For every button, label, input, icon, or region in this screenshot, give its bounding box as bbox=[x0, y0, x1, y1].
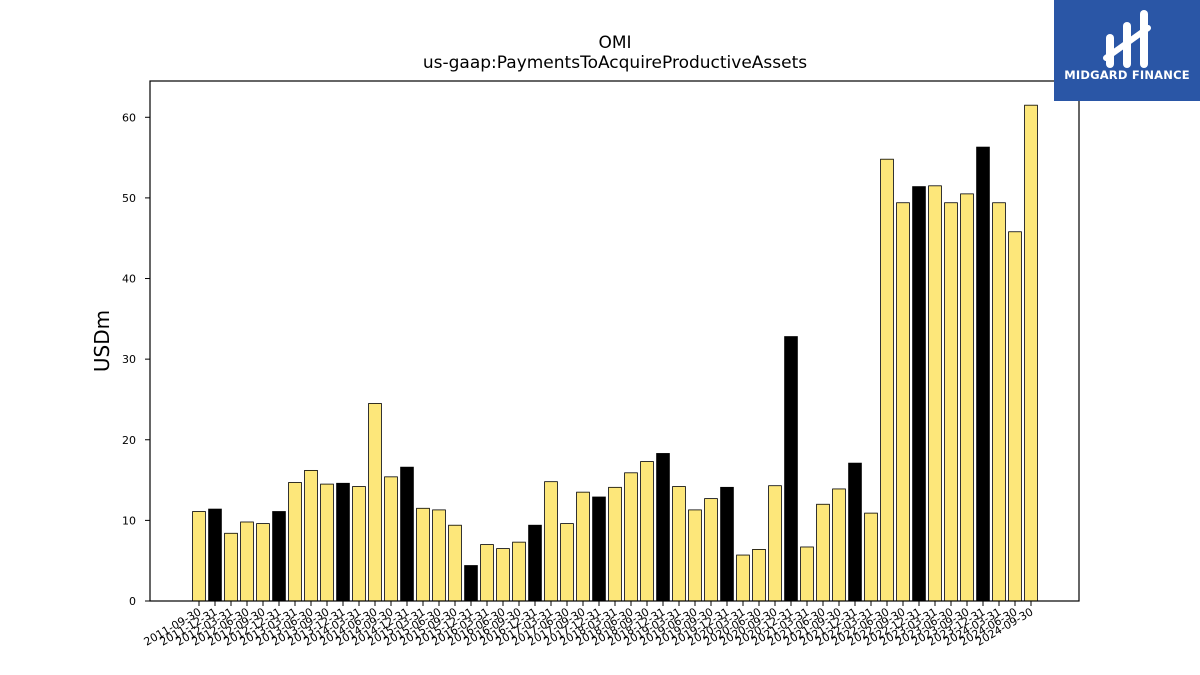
bar-2014-12-31 bbox=[400, 466, 414, 602]
bar-2015-12-31 bbox=[464, 565, 478, 602]
bar-2017-06-30 bbox=[560, 523, 574, 602]
bar-2020-03-31 bbox=[736, 554, 750, 602]
logo-text: MIDGARD FINANCE bbox=[1064, 68, 1190, 82]
bar-2015-03-31 bbox=[416, 507, 430, 602]
y-tick-label: 10 bbox=[122, 514, 136, 527]
plot-frame bbox=[149, 80, 1080, 602]
bar-2023-09-30 bbox=[960, 193, 974, 602]
midgard-logo-icon bbox=[1103, 10, 1151, 68]
bar-2021-12-31 bbox=[848, 462, 862, 602]
bar-2018-03-31 bbox=[608, 486, 622, 602]
bar-2024-06-30 bbox=[1008, 231, 1022, 602]
bar-2013-03-31 bbox=[288, 482, 302, 602]
bar-2011-12-31 bbox=[208, 508, 222, 602]
bar-2016-06-30 bbox=[496, 548, 510, 602]
bar-2011-09-30 bbox=[192, 511, 206, 602]
bar-2021-09-30 bbox=[832, 488, 846, 602]
bar-2013-09-30 bbox=[320, 483, 334, 602]
bar-2013-06-30 bbox=[304, 469, 318, 602]
bar-2014-03-31 bbox=[352, 486, 366, 602]
bar-2012-12-31 bbox=[272, 511, 286, 602]
bar-2016-03-31 bbox=[480, 544, 494, 602]
bar-2024-03-31 bbox=[992, 202, 1006, 602]
bar-2018-12-31 bbox=[656, 453, 670, 602]
y-tick-label: 0 bbox=[129, 595, 136, 608]
x-axis: 2011-09-302011-12-312012-03-312012-06-30… bbox=[142, 601, 1036, 649]
brand-logo: MIDGARD FINANCE bbox=[1054, 0, 1200, 101]
bar-2015-09-30 bbox=[448, 524, 462, 602]
bar-2022-06-30 bbox=[880, 158, 894, 602]
bar-2012-03-31 bbox=[224, 532, 238, 602]
bar-2023-03-31 bbox=[928, 185, 942, 602]
bar-2021-06-30 bbox=[816, 503, 830, 602]
y-tick-label: 60 bbox=[122, 111, 136, 124]
bar-2022-09-30 bbox=[896, 202, 910, 602]
bars-group bbox=[192, 104, 1038, 602]
bar-2020-12-31 bbox=[784, 336, 798, 602]
chart-subtitle: us-gaap:PaymentsToAcquireProductiveAsset… bbox=[423, 53, 807, 73]
bar-2016-09-30 bbox=[512, 541, 526, 602]
y-axis-label: USDm bbox=[90, 310, 114, 372]
bar-2017-12-31 bbox=[592, 496, 606, 602]
y-tick-label: 20 bbox=[122, 434, 136, 447]
bar-2012-06-30 bbox=[240, 521, 254, 602]
bar-2022-12-31 bbox=[912, 186, 926, 602]
bar-2020-09-30 bbox=[768, 485, 782, 602]
bar-2017-03-31 bbox=[544, 481, 558, 602]
chart-title: OMI bbox=[598, 33, 631, 53]
bar-2022-03-31 bbox=[864, 512, 878, 602]
y-tick-label: 40 bbox=[122, 273, 136, 286]
bar-2017-09-30 bbox=[576, 491, 590, 602]
bar-2019-03-31 bbox=[672, 486, 686, 602]
y-tick-label: 50 bbox=[122, 192, 136, 205]
bar-2023-12-31 bbox=[976, 146, 990, 602]
bar-2021-03-31 bbox=[800, 546, 814, 602]
bar-2024-09-30 bbox=[1024, 104, 1038, 602]
bar-2016-12-31 bbox=[528, 524, 542, 602]
y-axis: 0 10 20 30 40 50 60 bbox=[122, 111, 150, 608]
bar-2013-12-31 bbox=[336, 482, 350, 602]
bar-2019-06-30 bbox=[688, 509, 702, 602]
bar-2018-09-30 bbox=[640, 461, 654, 602]
bar-2015-06-30 bbox=[432, 509, 446, 602]
bar-2018-06-30 bbox=[624, 472, 638, 602]
bar-2014-06-30 bbox=[368, 403, 382, 602]
bar-2014-09-30 bbox=[384, 476, 398, 602]
bar-2020-06-30 bbox=[752, 549, 766, 602]
bar-2012-09-30 bbox=[256, 523, 270, 602]
bar-2023-06-30 bbox=[944, 202, 958, 602]
bar-2019-12-31 bbox=[720, 486, 734, 602]
bar-2019-09-30 bbox=[704, 498, 718, 602]
y-tick-label: 30 bbox=[122, 353, 136, 366]
